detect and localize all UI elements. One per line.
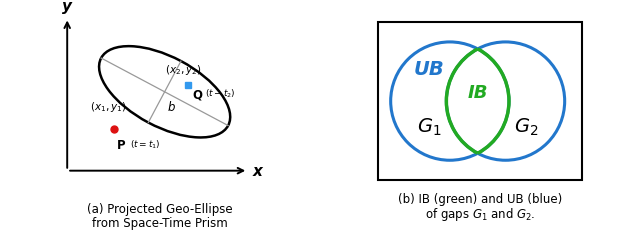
Text: (b) IB (green) and UB (blue): (b) IB (green) and UB (blue) [398,193,562,206]
Text: $G_2$: $G_2$ [514,116,539,138]
Text: IB: IB [467,83,488,101]
Text: $b$: $b$ [167,99,176,113]
Text: $(x_1,y_1)$: $(x_1,y_1)$ [90,99,127,113]
Text: $G_1$: $G_1$ [417,116,441,138]
Text: $(t=t_1)$: $(t=t_1)$ [130,137,161,150]
Text: UB: UB [413,60,444,79]
Text: from Space-Time Prism: from Space-Time Prism [92,216,228,229]
Text: $\mathbf{Q}$: $\mathbf{Q}$ [193,88,204,102]
Text: (a) Projected Geo-Ellipse: (a) Projected Geo-Ellipse [87,202,233,215]
Bar [378,23,582,180]
Text: $\mathbf{P}$: $\mathbf{P}$ [116,139,126,152]
Text: of gaps $G_1$ and $G_2$.: of gaps $G_1$ and $G_2$. [425,205,535,222]
Text: x: x [253,164,262,178]
Text: $(t-t_2)$: $(t-t_2)$ [205,87,236,99]
Text: $(x_2,y_2)$: $(x_2,y_2)$ [164,62,201,76]
Text: y: y [62,0,72,14]
